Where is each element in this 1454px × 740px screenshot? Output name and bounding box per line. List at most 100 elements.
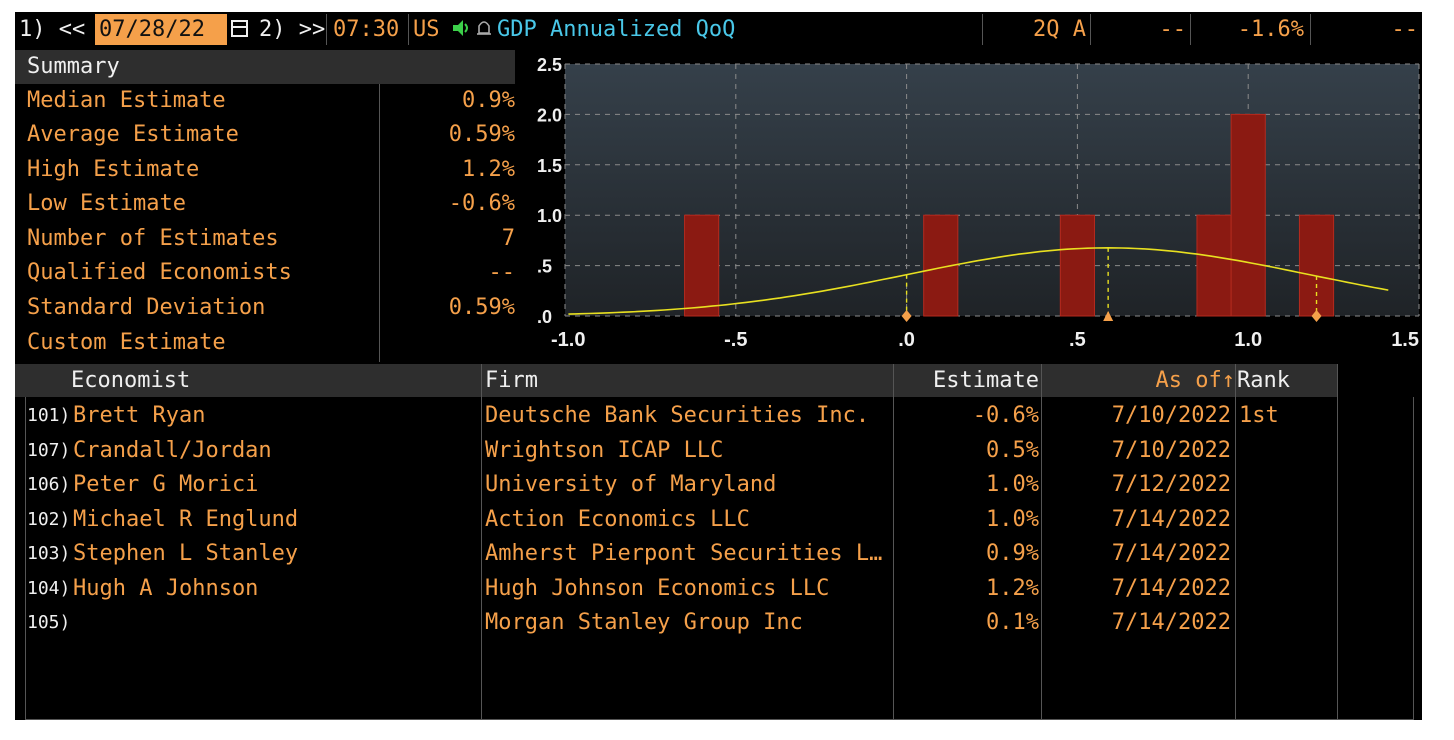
summary-value: 0.59% [448,122,515,147]
country-code: US [413,17,440,42]
x-tick-label: -1.0 [551,329,585,351]
firm-name: Morgan Stanley Group Inc [485,610,803,635]
table-row[interactable]: 107) Crandall/Jordan Wrightson ICAP LLC 0.5… [15,434,1422,468]
firm-name: Action Economics LLC [485,506,750,532]
as-of-date: 7/12/2022 [1111,472,1231,497]
table-row[interactable]: 105) Morgan Stanley Group Inc 0.1% 7/14/202… [15,606,1422,640]
estimates-table: Economist Firm Estimate As of↑ Rank 101)… [15,364,1422,720]
summary-label: Qualified Economists [27,260,292,285]
estimate-value: 1.2% [986,575,1039,601]
header-as-of[interactable]: As of↑ [1043,364,1235,397]
histogram-bar [1230,113,1266,317]
summary-value: 7 [501,226,515,251]
row-number: 105) [27,612,71,633]
release-time: 07:30 [333,14,409,45]
marker-diamond [901,310,912,322]
summary-row-low: Low Estimate -0.6% [15,187,515,221]
header-economist[interactable]: Economist [71,364,191,397]
calendar-icon[interactable] [229,14,255,45]
row-number: 102) [27,508,71,530]
next-button[interactable]: 2) >> [259,14,327,45]
row-number: 101) [27,405,71,426]
period: 2Q A [983,14,1091,45]
economist-name: Peter G Morici [73,472,259,497]
y-tick-label: 2.0 [537,105,562,125]
as-of-date: 7/10/2022 [1111,403,1231,428]
summary-label: Low Estimate [27,191,186,216]
as-of-date: 7/14/2022 [1111,610,1231,635]
table-row[interactable]: 103) Stephen L Stanley Amherst Pierpont Se… [15,537,1422,571]
estimate-value: 1.0% [986,472,1039,497]
summary-label: High Estimate [27,157,200,182]
y-tick-label: 1.5 [537,156,562,176]
prior-value: -- [1391,17,1419,42]
summary-panel: Summary Median Estimate 0.9% Average Est… [15,50,515,362]
as-of-date: 7/14/2022 [1111,541,1231,566]
row-number: 103) [27,543,71,564]
summary-value: 1.2% [462,157,515,182]
table-row[interactable]: 106) Peter G Morici University of Maryland… [15,468,1422,502]
summary-label: Median Estimate [27,88,226,113]
histogram-bar [1059,214,1095,317]
header-rank[interactable]: Rank [1237,364,1290,397]
firm-name: Deutsche Bank Securities Inc. [485,403,870,428]
table-row[interactable]: 104) Hugh A Johnson Hugh Johnson Economics… [15,572,1422,606]
bell-icon[interactable] [475,14,495,45]
estimate-value: 0.5% [986,437,1039,463]
date-field[interactable]: 07/28/22 [95,14,227,45]
histogram-bar [684,214,720,317]
summary-row-count: Number of Estimates 7 [15,222,515,256]
histogram-chart: .0 .5 1.0 1.5 2.0 2.5 -1.0 -.5 .0 .5 1.0 1.5 [537,55,1420,351]
summary-value: 0.59% [448,295,515,320]
summary-title: Summary [15,50,515,84]
economist-name: Crandall/Jordan [73,437,272,463]
table-row[interactable]: 102) Michael R Englund Action Economics LL… [15,503,1422,537]
summary-row-custom[interactable]: Custom Estimate [15,326,515,360]
survey-value: -1.6% [1191,14,1311,45]
economist-name: Stephen L Stanley [73,541,299,566]
y-tick-label: .0 [537,307,552,327]
header-firm[interactable]: Firm [485,364,538,397]
summary-label: Custom Estimate [27,330,226,355]
row-number: 104) [27,577,71,599]
prev-button[interactable]: 1) << [19,17,86,42]
firm-name: Wrightson ICAP LLC [485,437,724,463]
x-tick-label: .5 [1069,329,1086,351]
summary-label: Standard Deviation [27,295,266,320]
summary-value: 0.9% [462,88,515,113]
economist-name: Michael R Englund [73,506,299,532]
x-tick-label: .0 [898,329,915,351]
x-tick-label: -.5 [724,329,747,351]
row-number: 106) [27,474,71,495]
economist-name: Brett Ryan [73,403,206,428]
distribution-chart: .0 .5 1.0 1.5 2.0 2.5 -1.0 -.5 .0 .5 1.0 1.5 [515,50,1422,362]
marker-triangle [1103,311,1114,321]
indicator-title: GDP Annualized QoQ [497,14,983,45]
summary-label: Number of Estimates [27,226,279,251]
actual-value: -- [1091,14,1191,45]
toolbar: 1) << 07/28/22 2) >> 07:30 US GDP Annual… [15,12,1422,48]
estimate-value: 0.9% [986,541,1039,566]
x-tick-label: 1.0 [1234,329,1262,351]
ecst-window: 1) << 07/28/22 2) >> 07:30 US GDP Annual… [15,12,1422,720]
y-tick-label: 2.5 [537,55,562,75]
summary-label: Average Estimate [27,122,239,147]
row-number: 107) [27,439,71,461]
summary-row-qualified: Qualified Economists -- [15,256,515,290]
header-estimate[interactable]: Estimate [921,364,1039,397]
firm-name: Amherst Pierpont Securities L… [485,541,883,566]
summary-value: -- [488,260,516,285]
marker-diamond [1311,310,1322,322]
firm-name: Hugh Johnson Economics LLC [485,575,830,601]
as-of-date: 7/14/2022 [1111,506,1231,532]
y-tick-label: 1.0 [537,206,562,226]
normal-curve [568,246,1389,315]
summary-row-high: High Estimate 1.2% [15,153,515,187]
histogram-bar [1196,214,1232,317]
firm-name: University of Maryland [485,472,777,497]
estimate-value: -0.6% [972,403,1039,428]
y-tick-label: .5 [537,257,552,277]
table-row[interactable]: 101) Brett Ryan Deutsche Bank Securities I… [15,399,1422,433]
summary-value: -0.6% [448,191,515,216]
speaker-icon[interactable] [451,14,473,45]
